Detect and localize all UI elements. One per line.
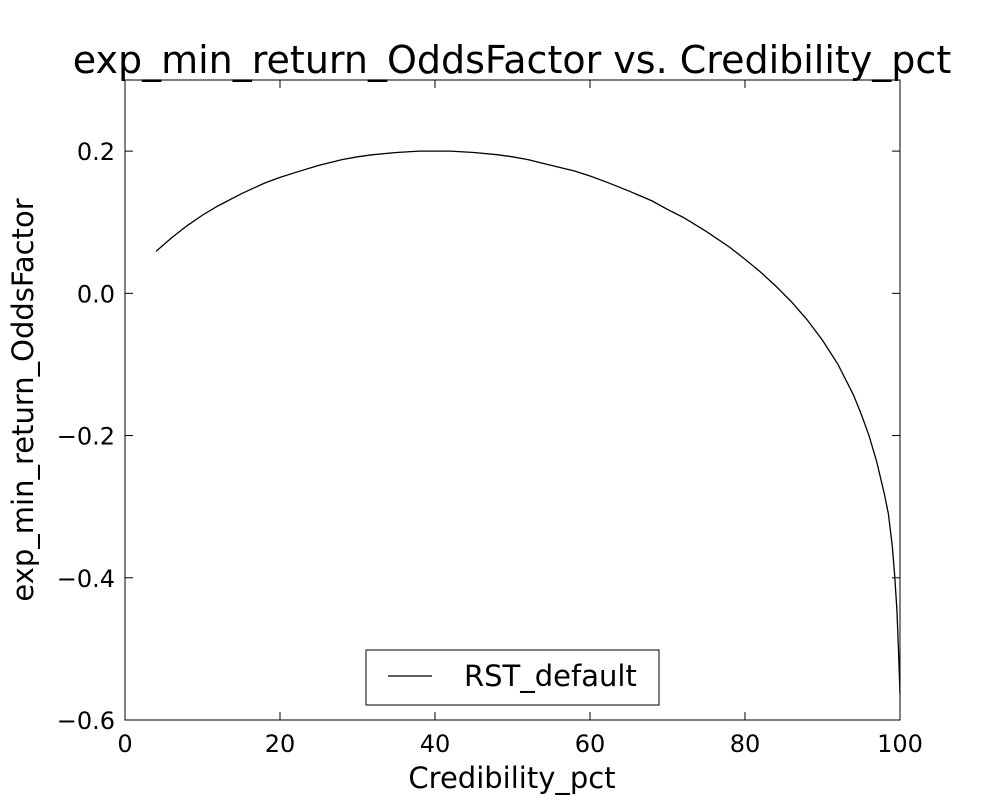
chart-title: exp_min_return_OddsFactor vs. Credibilit… — [73, 38, 951, 82]
x-tick-label: 80 — [730, 730, 761, 758]
series-line-rst-default — [155, 150, 901, 694]
legend-label-rst-default: RST_default — [464, 659, 637, 693]
y-axis: −0.6 −0.4 −0.2 0.0 0.2 — [57, 138, 900, 735]
legend-box — [365, 649, 660, 706]
x-tick-label: 40 — [420, 730, 451, 758]
x-axis-label: Credibility_pct — [408, 761, 615, 795]
x-tick-label: 0 — [117, 730, 132, 758]
y-tick-label: 0.0 — [77, 280, 115, 308]
legend: RST_default — [365, 649, 660, 706]
y-tick-label: −0.2 — [57, 423, 115, 451]
plot-area — [124, 79, 901, 721]
y-tick-label: 0.2 — [77, 138, 115, 166]
x-axis: 0 20 40 60 80 100 — [117, 80, 923, 758]
y-tick-label: −0.6 — [57, 707, 115, 735]
y-axis-label: exp_min_return_OddsFactor — [6, 198, 40, 601]
x-tick-label: 100 — [877, 730, 923, 758]
plot-frame — [124, 79, 901, 721]
y-tick-label: −0.4 — [57, 565, 115, 593]
x-tick-label: 60 — [575, 730, 606, 758]
x-tick-label: 20 — [265, 730, 296, 758]
